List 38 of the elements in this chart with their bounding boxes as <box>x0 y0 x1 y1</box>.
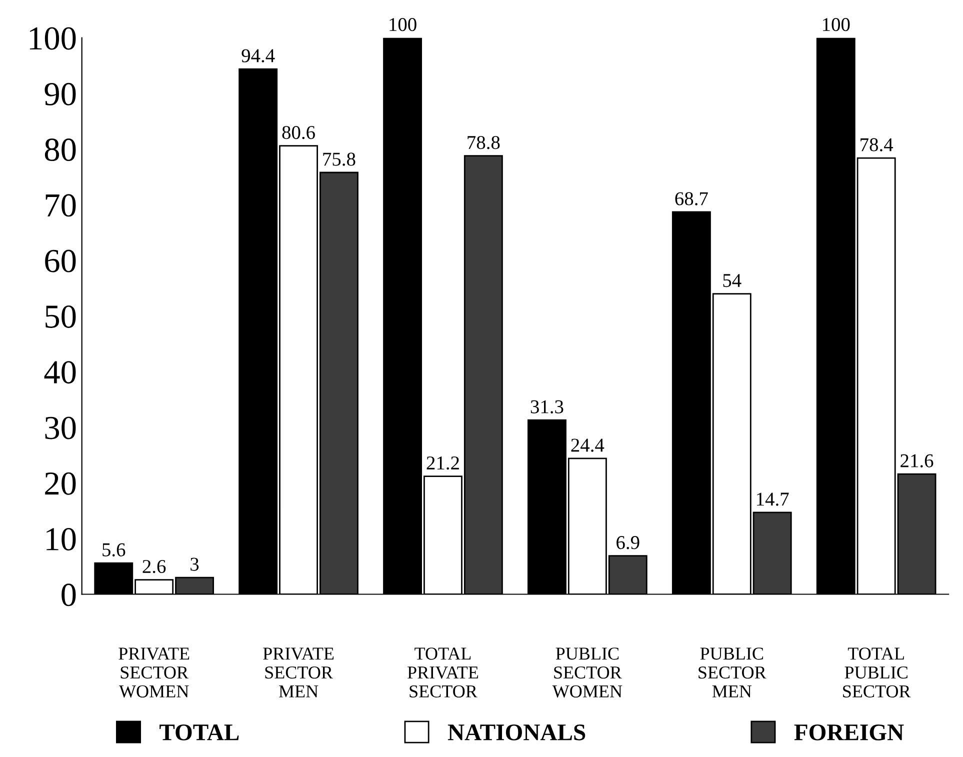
data-label: 78.4 <box>860 138 894 152</box>
x-tick-label: PRIVATE SECTOR WOMEN <box>118 648 190 698</box>
data-label: 80.6 <box>282 126 315 140</box>
data-label: 5.6 <box>102 543 126 556</box>
data-label: 3 <box>190 558 199 571</box>
data-label: 31.3 <box>530 400 564 414</box>
y-tick-label: 20 <box>45 472 76 495</box>
data-label: 75.8 <box>323 152 356 166</box>
data-label: 21.2 <box>426 456 459 470</box>
data-label: 2.6 <box>142 560 166 574</box>
y-tick-label: 50 <box>46 305 76 328</box>
y-tick-label: 70 <box>46 194 76 217</box>
y-tick-label: 0 <box>62 584 76 606</box>
y-tick-label: 80 <box>44 138 76 162</box>
data-label: 54 <box>723 274 742 288</box>
y-tick-label: 10 <box>46 528 76 550</box>
y-tick-label: 60 <box>45 250 76 272</box>
y-tick-label: 40 <box>44 361 76 384</box>
x-tick-label: TOTAL PUBLIC SECTOR <box>843 648 911 698</box>
x-tick-label: PRIVATE SECTOR MEN <box>263 648 334 698</box>
data-label: 6.9 <box>616 536 640 550</box>
x-tick-label: PUBLIC SECTOR WOMEN <box>552 648 622 698</box>
y-tick-label: 90 <box>44 82 76 106</box>
data-label: 21.6 <box>900 454 934 468</box>
legend-label: NATIONALS <box>448 724 586 740</box>
y-tick-label: 100 <box>30 27 76 50</box>
x-tick-label: PUBLIC SECTOR MEN <box>698 648 766 698</box>
data-label: 78.8 <box>468 136 500 150</box>
data-label: 100 <box>823 18 850 32</box>
legend-label: FOREIGN <box>794 724 904 740</box>
data-label: 14.7 <box>757 492 789 506</box>
data-label: 24.4 <box>571 438 604 452</box>
data-label: 68.7 <box>675 192 708 206</box>
data-label: 94.4 <box>242 49 275 62</box>
data-label: 100 <box>390 18 416 32</box>
legend-label: TOTAL <box>160 724 239 740</box>
y-tick-label: 30 <box>45 416 76 440</box>
x-tick-label: TOTAL PRIVATE SECTOR <box>408 648 478 698</box>
